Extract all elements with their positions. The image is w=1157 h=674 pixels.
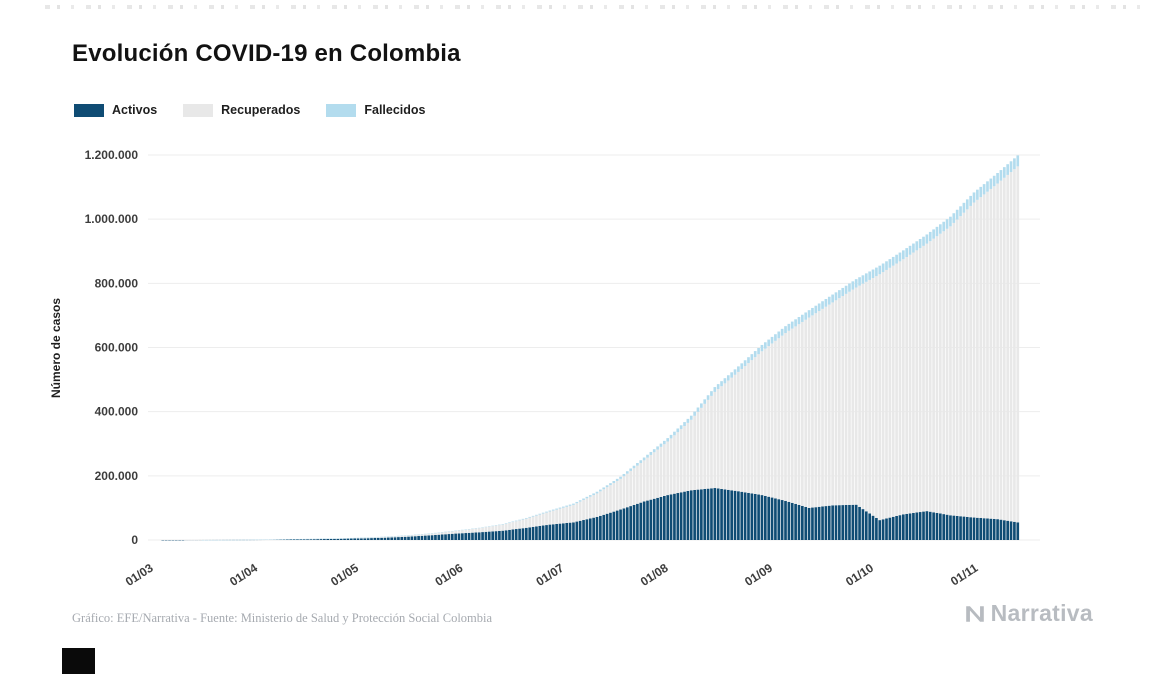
chart-legend: Activos Recuperados Fallecidos <box>74 103 426 117</box>
y-axis-label: Número de casos <box>49 298 63 398</box>
svg-text:600.000: 600.000 <box>95 341 139 355</box>
legend-label-activos: Activos <box>112 103 158 117</box>
narrativa-logo-icon <box>965 605 984 622</box>
svg-text:01/08: 01/08 <box>638 561 671 589</box>
svg-text:0: 0 <box>131 533 138 547</box>
svg-text:1.200.000: 1.200.000 <box>85 148 139 162</box>
legend-item-activos[interactable]: Activos <box>74 103 157 117</box>
svg-text:800.000: 800.000 <box>95 276 139 290</box>
series-bars <box>161 155 1020 541</box>
legend-item-recuperados[interactable]: Recuperados <box>183 103 300 117</box>
svg-text:01/11: 01/11 <box>948 561 981 589</box>
legend-swatch-activos <box>74 103 104 117</box>
y-tick-labels: 0 200.000 400.000 600.000 800.000 1.000.000 1.… <box>85 148 139 547</box>
narrativa-wordmark: Narrativa <box>990 600 1093 626</box>
source-credit: Gráfico: EFE/Narrativa - Fuente: Ministe… <box>72 611 493 625</box>
legend-label-recuperados: Recuperados <box>221 103 301 117</box>
legend-swatch-recuperados <box>183 103 214 117</box>
svg-text:01/06: 01/06 <box>432 561 465 589</box>
svg-text:01/09: 01/09 <box>742 561 775 589</box>
chart-title: Evolución COVID-19 en Colombia <box>72 40 461 67</box>
svg-text:01/04: 01/04 <box>227 561 260 589</box>
svg-text:200.000: 200.000 <box>95 469 139 483</box>
x-tick-labels: 01/03 01/04 01/05 01/06 01/07 01/08 01/09 01/10… <box>123 561 981 589</box>
narrativa-brand: Narrativa <box>964 600 1093 627</box>
svg-text:400.000: 400.000 <box>95 405 139 419</box>
legend-swatch-fallecidos <box>326 103 357 117</box>
svg-text:1.000.000: 1.000.000 <box>85 212 139 226</box>
corner-widget <box>62 648 95 674</box>
svg-text:01/03: 01/03 <box>123 561 156 589</box>
top-artifact-strip <box>45 5 1149 9</box>
legend-label-fallecidos: Fallecidos <box>364 103 426 117</box>
svg-text:01/07: 01/07 <box>533 561 566 589</box>
svg-text:01/05: 01/05 <box>328 561 361 589</box>
legend-item-fallecidos[interactable]: Fallecidos <box>326 103 426 117</box>
svg-text:01/10: 01/10 <box>843 561 876 589</box>
